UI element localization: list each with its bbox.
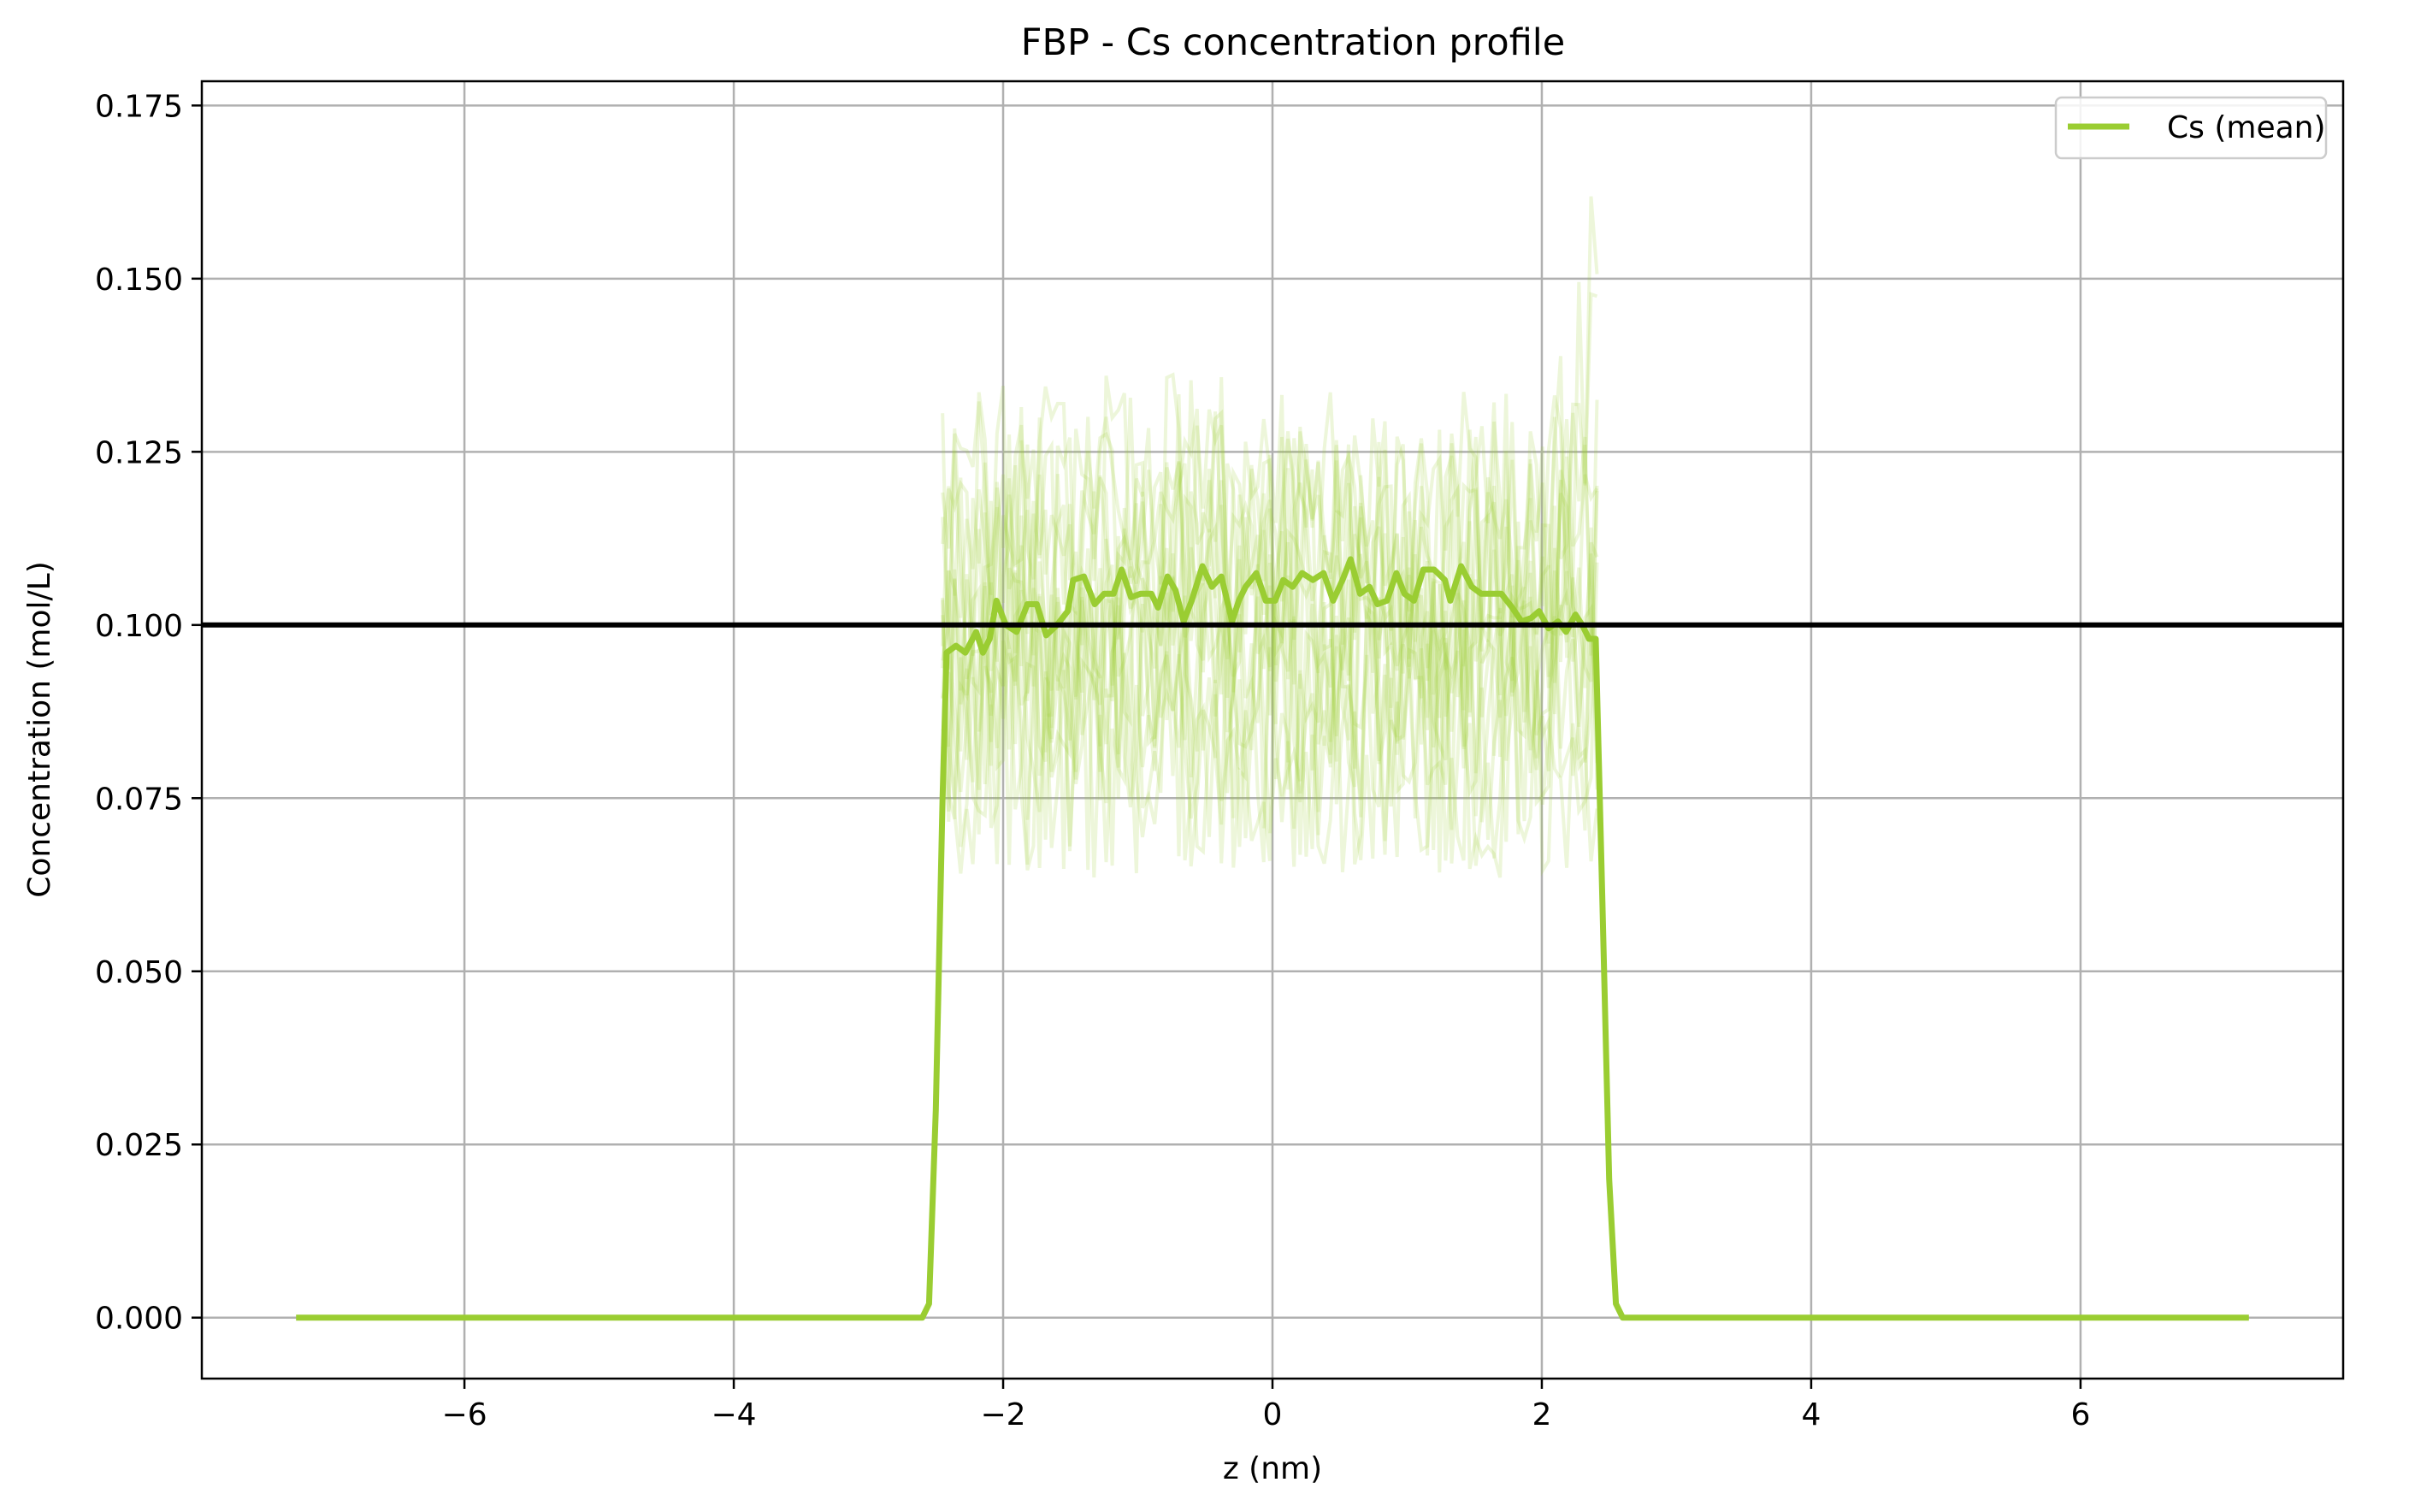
- replicate-trace: [941, 541, 1599, 874]
- y-tick-label: 0.000: [95, 1302, 183, 1337]
- replicate-trace: [941, 568, 1599, 878]
- y-axis-label: Concentration (mol/L): [22, 561, 57, 898]
- x-tick-label: 4: [1801, 1397, 1821, 1432]
- x-tick-label: −2: [980, 1397, 1025, 1432]
- replicate-trace: [941, 549, 1599, 864]
- y-axis-ticks: 0.000 0.025 0.050 0.075 0.100 0.125 0.150 0.175: [95, 89, 202, 1337]
- y-tick-label: 0.050: [95, 955, 183, 990]
- series-layer: [296, 556, 2249, 1321]
- replicate-trace: [941, 435, 1599, 744]
- y-tick-label: 0.075: [95, 782, 183, 817]
- replicate-trace: [941, 455, 1599, 765]
- replicate-trace: [941, 407, 1599, 718]
- legend-box: [2054, 96, 2328, 160]
- y-tick-label: 0.150: [95, 263, 183, 298]
- x-tick-label: 2: [1532, 1397, 1552, 1432]
- y-tick-label: 0.025: [95, 1128, 183, 1163]
- replicate-trace: [941, 565, 1599, 878]
- x-tick-label: 0: [1263, 1397, 1283, 1432]
- replicate-trace: [941, 465, 1599, 772]
- replicate-trace: [941, 196, 1599, 679]
- replicate-trace: [941, 292, 1598, 697]
- replicate-trace: [941, 392, 1599, 700]
- y-tick-label: 0.100: [95, 609, 183, 644]
- replicate-trace: [941, 451, 1599, 761]
- x-tick-label: −4: [711, 1397, 757, 1432]
- x-tick-label: 6: [2070, 1397, 2090, 1432]
- series-line-cs-mean: [296, 556, 2249, 1321]
- replicate-trace: [941, 491, 1599, 798]
- y-tick-label: 0.175: [95, 89, 183, 124]
- x-axis-label: z (nm): [1223, 1451, 1322, 1486]
- x-tick-label: −6: [442, 1397, 487, 1432]
- chart-title: FBP - Cs concentration profile: [1021, 21, 1565, 64]
- y-tick-label: 0.125: [95, 435, 183, 470]
- legend: Cs (mean): [2054, 96, 2328, 160]
- legend-label-cs-mean: Cs (mean): [2167, 110, 2326, 145]
- replicate-traces: [941, 196, 1599, 878]
- x-axis-ticks: −6 −4 −2 0 2 4 6: [442, 1379, 2090, 1432]
- replicate-trace: [941, 490, 1599, 877]
